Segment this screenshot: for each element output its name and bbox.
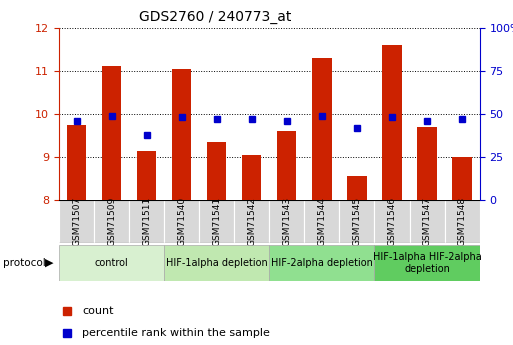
Text: control: control xyxy=(95,258,128,268)
Bar xyxy=(242,155,262,200)
Bar xyxy=(382,45,402,200)
Text: GSM71548: GSM71548 xyxy=(458,197,467,246)
Text: HIF-1alpha HIF-2alpha
depletion: HIF-1alpha HIF-2alpha depletion xyxy=(373,252,481,274)
Bar xyxy=(137,150,156,200)
Text: count: count xyxy=(82,306,114,315)
Bar xyxy=(59,200,94,243)
Bar xyxy=(418,127,437,200)
Bar xyxy=(234,200,269,243)
Bar xyxy=(67,125,86,200)
Bar xyxy=(207,142,226,200)
Bar xyxy=(374,200,409,243)
Bar xyxy=(172,69,191,200)
Bar xyxy=(199,200,234,243)
Bar xyxy=(94,200,129,243)
Text: protocol: protocol xyxy=(3,258,45,268)
Bar xyxy=(374,245,480,281)
Text: GSM71547: GSM71547 xyxy=(423,197,431,246)
Text: percentile rank within the sample: percentile rank within the sample xyxy=(82,328,270,338)
Bar xyxy=(347,176,367,200)
Bar xyxy=(304,200,340,243)
Text: ▶: ▶ xyxy=(45,258,54,268)
Text: GSM71542: GSM71542 xyxy=(247,197,256,246)
Bar xyxy=(312,58,331,200)
Text: GSM71540: GSM71540 xyxy=(177,197,186,246)
Text: HIF-1alpha depletion: HIF-1alpha depletion xyxy=(166,258,268,268)
Bar xyxy=(164,200,199,243)
Text: GSM71511: GSM71511 xyxy=(142,197,151,246)
Text: GSM71544: GSM71544 xyxy=(318,197,326,246)
Bar xyxy=(445,200,480,243)
Bar xyxy=(452,157,472,200)
Text: GSM71541: GSM71541 xyxy=(212,197,221,246)
Bar xyxy=(129,200,164,243)
Bar xyxy=(164,245,269,281)
Text: GSM71509: GSM71509 xyxy=(107,197,116,246)
Text: HIF-2alpha depletion: HIF-2alpha depletion xyxy=(271,258,373,268)
Bar xyxy=(277,131,297,200)
Text: GSM71507: GSM71507 xyxy=(72,197,81,246)
Bar xyxy=(59,245,164,281)
Bar xyxy=(269,245,374,281)
Bar xyxy=(409,200,445,243)
Text: GSM71543: GSM71543 xyxy=(282,197,291,246)
Text: GSM71545: GSM71545 xyxy=(352,197,362,246)
Bar xyxy=(102,66,121,200)
Bar xyxy=(340,200,374,243)
Bar xyxy=(269,200,304,243)
Text: GSM71546: GSM71546 xyxy=(387,197,397,246)
Text: GDS2760 / 240773_at: GDS2760 / 240773_at xyxy=(139,10,292,24)
